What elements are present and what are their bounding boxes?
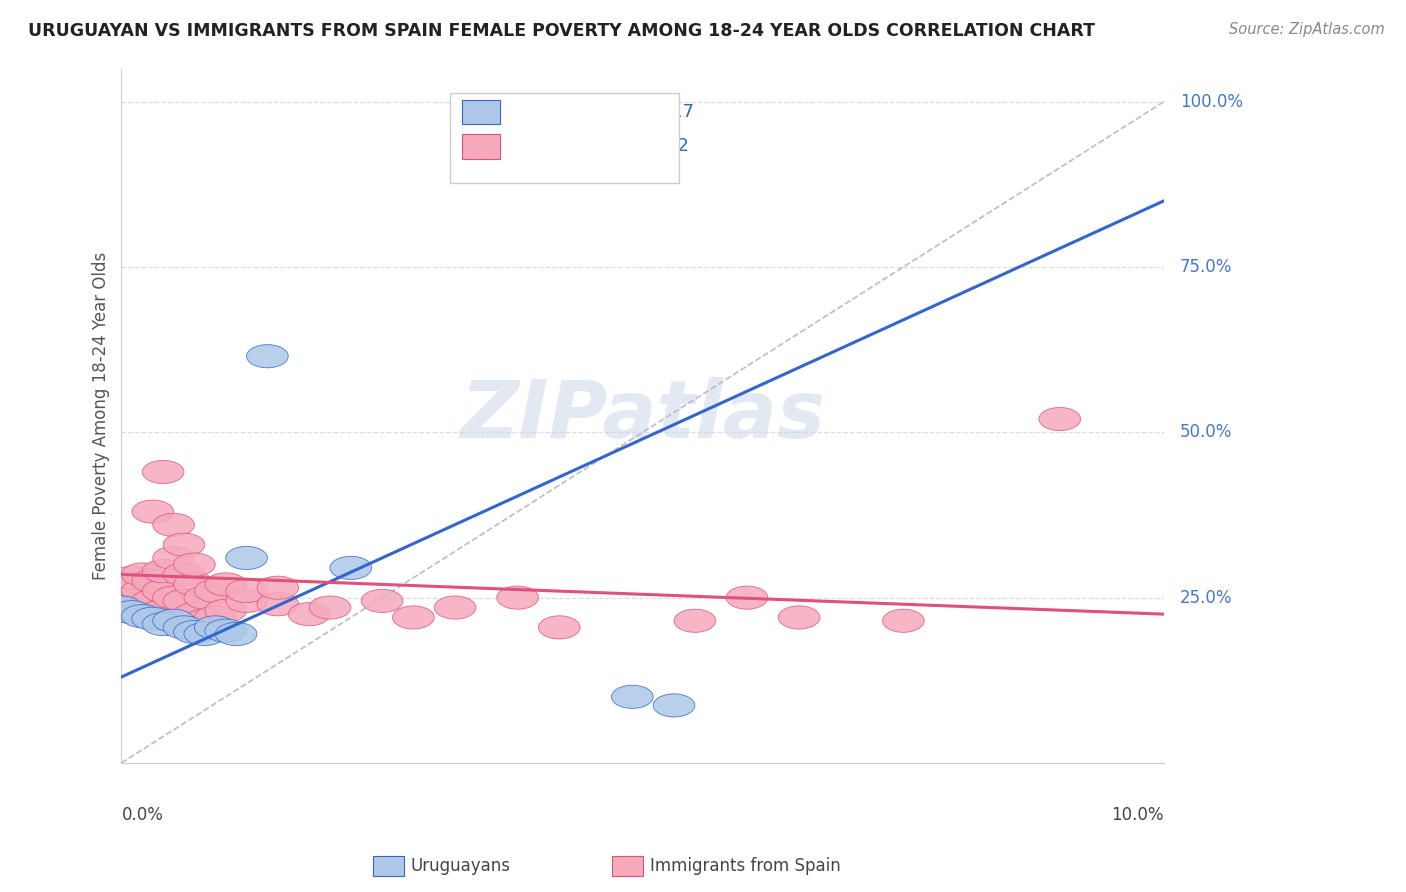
FancyBboxPatch shape bbox=[450, 93, 679, 183]
Ellipse shape bbox=[142, 580, 184, 603]
Ellipse shape bbox=[226, 590, 267, 613]
Ellipse shape bbox=[194, 615, 236, 639]
Ellipse shape bbox=[612, 685, 654, 708]
Ellipse shape bbox=[173, 553, 215, 576]
Ellipse shape bbox=[163, 609, 205, 632]
Ellipse shape bbox=[163, 615, 205, 639]
Ellipse shape bbox=[163, 590, 205, 613]
Text: 25.0%: 25.0% bbox=[1180, 589, 1232, 607]
Y-axis label: Female Poverty Among 18-24 Year Olds: Female Poverty Among 18-24 Year Olds bbox=[93, 252, 110, 580]
Ellipse shape bbox=[184, 609, 226, 632]
Ellipse shape bbox=[121, 596, 163, 619]
Ellipse shape bbox=[392, 606, 434, 629]
Ellipse shape bbox=[111, 600, 153, 624]
Ellipse shape bbox=[246, 344, 288, 368]
Ellipse shape bbox=[257, 592, 298, 615]
Ellipse shape bbox=[121, 563, 163, 586]
Ellipse shape bbox=[153, 586, 194, 609]
Ellipse shape bbox=[330, 557, 371, 580]
Ellipse shape bbox=[779, 606, 820, 629]
Ellipse shape bbox=[173, 573, 215, 596]
Ellipse shape bbox=[1039, 408, 1081, 431]
Ellipse shape bbox=[153, 547, 194, 569]
Ellipse shape bbox=[226, 547, 267, 569]
Ellipse shape bbox=[194, 606, 236, 629]
Ellipse shape bbox=[132, 500, 173, 524]
Ellipse shape bbox=[309, 596, 352, 619]
Ellipse shape bbox=[205, 599, 246, 623]
Ellipse shape bbox=[111, 582, 153, 606]
Text: URUGUAYAN VS IMMIGRANTS FROM SPAIN FEMALE POVERTY AMONG 18-24 YEAR OLDS CORRELAT: URUGUAYAN VS IMMIGRANTS FROM SPAIN FEMAL… bbox=[28, 22, 1095, 40]
Text: 10.0%: 10.0% bbox=[1112, 806, 1164, 824]
Ellipse shape bbox=[184, 586, 226, 609]
Ellipse shape bbox=[111, 592, 153, 615]
Ellipse shape bbox=[101, 599, 142, 623]
Ellipse shape bbox=[101, 596, 142, 619]
Ellipse shape bbox=[101, 576, 142, 599]
Ellipse shape bbox=[205, 573, 246, 596]
Ellipse shape bbox=[153, 609, 194, 632]
Ellipse shape bbox=[538, 615, 581, 639]
Ellipse shape bbox=[496, 586, 538, 609]
Text: ZIPatlas: ZIPatlas bbox=[460, 376, 825, 455]
Ellipse shape bbox=[121, 605, 163, 628]
Ellipse shape bbox=[163, 533, 205, 557]
Ellipse shape bbox=[883, 609, 924, 632]
Text: 50.0%: 50.0% bbox=[1180, 424, 1232, 442]
Ellipse shape bbox=[132, 607, 173, 631]
Ellipse shape bbox=[101, 586, 142, 609]
Ellipse shape bbox=[163, 563, 205, 586]
Ellipse shape bbox=[111, 566, 153, 590]
Ellipse shape bbox=[205, 619, 246, 642]
Text: Uruguayans: Uruguayans bbox=[411, 857, 510, 875]
Ellipse shape bbox=[132, 590, 173, 613]
Text: Source: ZipAtlas.com: Source: ZipAtlas.com bbox=[1229, 22, 1385, 37]
Ellipse shape bbox=[434, 596, 475, 619]
Ellipse shape bbox=[173, 603, 215, 625]
Ellipse shape bbox=[215, 623, 257, 646]
Ellipse shape bbox=[725, 586, 768, 609]
Ellipse shape bbox=[142, 559, 184, 582]
Ellipse shape bbox=[288, 603, 330, 625]
Ellipse shape bbox=[257, 576, 298, 599]
Text: Immigrants from Spain: Immigrants from Spain bbox=[650, 857, 841, 875]
Ellipse shape bbox=[132, 569, 173, 592]
Ellipse shape bbox=[173, 621, 215, 644]
Ellipse shape bbox=[142, 460, 184, 483]
Ellipse shape bbox=[121, 580, 163, 603]
Ellipse shape bbox=[153, 606, 194, 629]
Bar bbox=[463, 100, 501, 124]
Ellipse shape bbox=[142, 613, 184, 636]
Ellipse shape bbox=[153, 513, 194, 536]
Ellipse shape bbox=[132, 606, 173, 629]
Ellipse shape bbox=[673, 609, 716, 632]
Ellipse shape bbox=[226, 580, 267, 603]
Ellipse shape bbox=[194, 580, 236, 603]
Ellipse shape bbox=[111, 573, 153, 596]
Text: R =  0.565    N = 17: R = 0.565 N = 17 bbox=[512, 103, 695, 120]
Text: 100.0%: 100.0% bbox=[1180, 93, 1243, 111]
Bar bbox=[463, 135, 501, 159]
Ellipse shape bbox=[654, 694, 695, 717]
Ellipse shape bbox=[142, 599, 184, 623]
Text: R = -0.071   N = 52: R = -0.071 N = 52 bbox=[512, 137, 689, 155]
Text: 75.0%: 75.0% bbox=[1180, 258, 1232, 276]
Ellipse shape bbox=[184, 623, 226, 646]
Ellipse shape bbox=[361, 590, 404, 613]
Text: 0.0%: 0.0% bbox=[121, 806, 163, 824]
